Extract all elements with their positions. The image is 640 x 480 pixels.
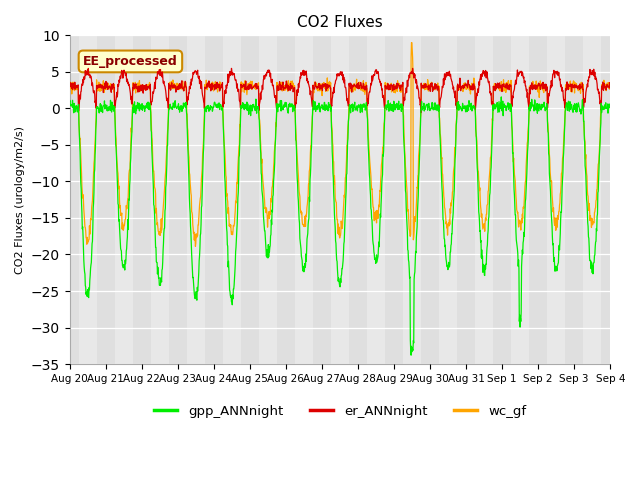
Bar [322,36,331,364]
Bar [394,36,403,364]
Bar [250,36,286,364]
Bar [394,36,430,364]
Bar [141,36,178,364]
Bar [466,36,475,364]
Bar [286,36,295,364]
Bar [502,36,511,364]
Bar [349,36,358,364]
Bar [538,36,574,364]
Text: EE_processed: EE_processed [83,55,178,68]
Legend: gpp_ANNnight, er_ANNnight, wc_gf: gpp_ANNnight, er_ANNnight, wc_gf [148,400,531,423]
Bar [466,36,502,364]
Bar [358,36,367,364]
Bar [205,36,214,364]
Bar [538,36,547,364]
Bar [141,36,150,364]
Bar [430,36,466,364]
Bar [241,36,250,364]
Bar [286,36,322,364]
Bar [178,36,187,364]
Bar [132,36,141,364]
Bar [214,36,250,364]
Bar [457,36,466,364]
Bar [214,36,223,364]
Bar [529,36,538,364]
Bar [565,36,574,364]
Bar [601,36,611,364]
Bar [277,36,286,364]
Bar [178,36,214,364]
Bar [313,36,322,364]
Bar [574,36,611,364]
Bar [358,36,394,364]
Bar [493,36,502,364]
Bar [106,36,141,364]
Bar [169,36,178,364]
Bar [430,36,439,364]
Y-axis label: CO2 Fluxes (urology/m2/s): CO2 Fluxes (urology/m2/s) [15,126,25,274]
Bar [250,36,259,364]
Bar [106,36,115,364]
Bar [385,36,394,364]
Title: CO2 Fluxes: CO2 Fluxes [297,15,383,30]
Bar [70,36,79,364]
Bar [574,36,583,364]
Bar [421,36,430,364]
Bar [322,36,358,364]
Bar [502,36,538,364]
Bar [97,36,106,364]
Bar [70,36,106,364]
